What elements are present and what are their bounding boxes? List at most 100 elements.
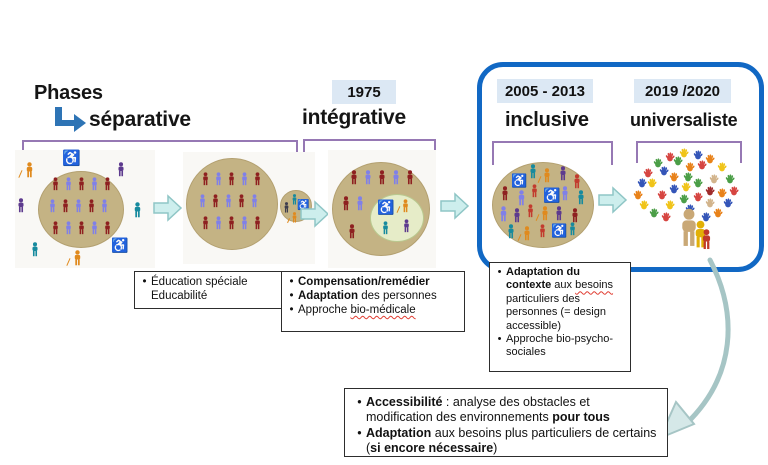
handprint-icon: [683, 172, 693, 182]
person-icon: [511, 208, 523, 223]
handprint-icon: [701, 212, 711, 222]
person-icon: [15, 198, 27, 213]
person-icon: [282, 202, 291, 213]
person-icon: [115, 162, 127, 177]
image-integrative: ♿: [328, 150, 436, 268]
person-icon: [89, 221, 100, 235]
cane-person-icon: [287, 212, 299, 223]
person-icon: [63, 221, 74, 235]
person-icon: [102, 177, 113, 191]
handprint-icon: [649, 208, 659, 218]
person-icon: [236, 194, 247, 208]
handprint-icon: [705, 198, 715, 208]
handprint-icon: [705, 154, 715, 164]
handprint-icon: [665, 152, 675, 162]
right-arrow-icon: [300, 200, 330, 228]
handprint-icon: [723, 198, 733, 208]
person-icon: [390, 170, 402, 185]
right-arrow-icon: [153, 194, 183, 222]
person-icon: [673, 208, 705, 248]
handprint-icon: [657, 190, 667, 200]
person-icon: [50, 221, 61, 235]
person-icon: [525, 204, 536, 218]
person-icon: [376, 170, 388, 185]
person-icon: [213, 172, 224, 186]
person-icon: [47, 199, 58, 213]
wheelchair-icon: ♿: [111, 237, 129, 253]
handprint-icon: [705, 186, 715, 196]
person-icon: [404, 170, 416, 185]
handprint-icon: [679, 148, 689, 158]
handprint-icon: [717, 162, 727, 172]
handprint-icon: [653, 158, 663, 168]
figures-inclusive: ♿ ♿ ♿: [485, 148, 615, 266]
handprint-icon: [713, 208, 723, 218]
person-icon: [557, 166, 569, 181]
person-icon: [76, 177, 87, 191]
wheelchair-icon: ♿: [62, 150, 81, 167]
cane-person-icon: [18, 162, 36, 178]
person-icon: [239, 216, 250, 230]
person-icon: [567, 222, 578, 236]
person-icon: [559, 186, 571, 201]
person-icon: [249, 194, 260, 208]
person-icon: [131, 202, 144, 218]
handprint-icon: [729, 186, 739, 196]
wheelchair-icon: ♿: [377, 199, 395, 215]
handprint-icon: [725, 174, 735, 184]
image-separative: ♿ ♿: [15, 150, 155, 268]
elbow-arrow-icon: [55, 107, 86, 132]
bracket-universaliste: [636, 141, 742, 163]
person-icon: [698, 229, 715, 250]
image-universaliste-tree: [633, 146, 745, 262]
person-icon: [252, 216, 263, 230]
handprint-icon: [647, 178, 657, 188]
person-icon: [99, 199, 110, 213]
text-box-separative: • Éducation spéciale Educabilité: [134, 271, 282, 309]
person-icon: [29, 242, 41, 257]
cane-person-icon: [535, 206, 551, 221]
wheelchair-icon: ♿: [297, 200, 310, 211]
image-inclusive: ♿ ♿ ♿: [485, 148, 615, 266]
handprint-icon: [693, 178, 703, 188]
person-icon: [401, 219, 412, 233]
handprint-icon: [665, 200, 675, 210]
person-icon: [515, 190, 528, 206]
person-icon: [86, 199, 97, 213]
cane-person-icon: [396, 199, 411, 213]
handprint-icon: [639, 200, 649, 210]
text-box-universal: • Accessibilité : analyse des obstacles e…: [344, 388, 668, 457]
figures-separative: ♿ ♿: [15, 150, 155, 268]
person-icon: [210, 194, 221, 208]
person-icon: [569, 208, 581, 223]
right-arrow-icon: [440, 192, 470, 220]
right-arrow-icon: [598, 186, 628, 214]
person-icon: [380, 221, 391, 235]
handprint-icon: [643, 168, 653, 178]
handprint-icon: [669, 172, 679, 182]
person-icon: [575, 190, 587, 205]
handprint-icon: [681, 182, 691, 192]
handprint-icon: [669, 184, 679, 194]
date-badge-inclusive: 2005 - 2013: [497, 79, 593, 103]
person-icon: [340, 196, 352, 211]
handprint-icon: [693, 150, 703, 160]
person-icon: [505, 224, 517, 239]
text-box-integrative: • Compensation/remédier • Adaptation des pe…: [281, 271, 465, 332]
phase-title-integrative: intégrative: [302, 106, 406, 129]
phases-label: Phases: [34, 82, 103, 104]
handprint-icon: [637, 178, 647, 188]
handprint-icon: [679, 194, 689, 204]
person-icon: [362, 170, 374, 185]
person-icon: [50, 177, 61, 191]
person-icon: [239, 172, 250, 186]
person-icon: [223, 194, 234, 208]
person-icon: [200, 172, 211, 186]
handprint-icon: [709, 174, 719, 184]
person-icon: [76, 221, 87, 235]
wheelchair-icon: ♿: [511, 173, 528, 188]
integration-subcircle: [370, 194, 424, 242]
figures-hand-tree: [633, 146, 745, 262]
person-icon: [252, 172, 263, 186]
